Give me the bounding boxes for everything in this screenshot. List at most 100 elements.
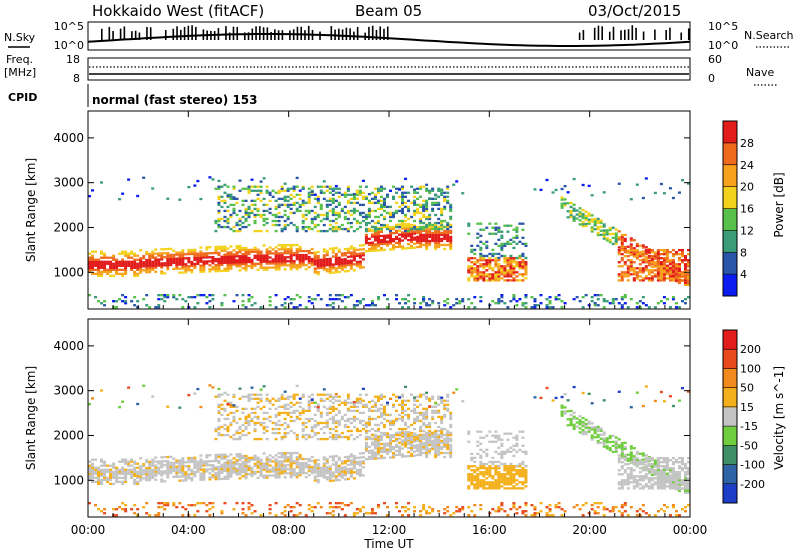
velocity-cell <box>416 420 419 422</box>
velocity-cell <box>479 481 482 483</box>
velocity-cell <box>470 475 473 477</box>
power-cell <box>669 277 672 279</box>
power-cell <box>359 263 362 265</box>
velocity-cell <box>419 414 422 416</box>
power-cell <box>311 191 314 193</box>
velocity-cell <box>434 436 437 438</box>
power-cell <box>467 306 470 308</box>
power-cell <box>97 271 100 273</box>
velocity-cell <box>226 430 229 432</box>
velocity-cell <box>305 438 308 440</box>
power-cell <box>521 259 524 261</box>
power-cell <box>573 210 576 212</box>
velocity-cell <box>112 471 115 473</box>
power-cell <box>214 266 217 268</box>
power-cell <box>199 269 202 271</box>
velocity-cell <box>347 438 350 440</box>
power-cell <box>266 186 269 188</box>
power-cell <box>242 257 245 259</box>
power-cell <box>374 230 377 232</box>
velocity-cell <box>281 456 284 458</box>
power-cell <box>371 233 374 235</box>
power-cell <box>588 221 591 223</box>
power-cell <box>374 239 377 241</box>
power-cell <box>582 184 585 186</box>
power-cell <box>422 240 425 242</box>
power-cell <box>226 226 229 228</box>
power-cell <box>500 267 503 269</box>
power-cell <box>242 263 245 265</box>
velocity-cell <box>91 397 94 399</box>
power-cell <box>503 269 506 271</box>
velocity-cell <box>374 512 377 514</box>
power-cell <box>422 216 425 218</box>
velocity-cell <box>362 474 365 476</box>
velocity-cell <box>190 473 193 475</box>
power-cell <box>518 267 521 269</box>
velocity-cell <box>248 398 251 400</box>
velocity-cell <box>254 430 257 432</box>
power-cell <box>314 271 317 273</box>
velocity-cell <box>476 475 479 477</box>
velocity-cell <box>251 471 254 473</box>
velocity-cell <box>485 473 488 475</box>
freq-nave-panel: Freq. [MHz] 18 8 60 0 Nave <box>4 53 778 85</box>
velocity-cell <box>284 458 287 460</box>
power-cell <box>103 269 106 271</box>
power-cell <box>449 306 452 308</box>
power-cell <box>248 251 251 253</box>
velocity-cell <box>175 459 178 461</box>
velocity-cell <box>368 450 371 452</box>
power-cell <box>269 296 272 298</box>
power-cell <box>308 226 311 228</box>
velocity-cell <box>428 424 431 426</box>
velocity-cell <box>290 456 293 458</box>
power-cell <box>404 192 407 194</box>
power-cell <box>103 265 106 267</box>
velocity-cell <box>217 420 220 422</box>
power-cell <box>166 264 169 266</box>
velocity-cell <box>284 452 287 454</box>
power-cell <box>458 300 461 302</box>
velocity-cell <box>473 483 476 485</box>
power-cell <box>684 284 687 286</box>
velocity-cell <box>229 469 232 471</box>
velocity-cell <box>347 410 350 412</box>
power-cell <box>642 277 645 279</box>
power-cell <box>615 298 618 300</box>
velocity-cell <box>326 470 329 472</box>
power-cell <box>275 268 278 270</box>
power-cell <box>518 279 521 281</box>
velocity-cell <box>296 438 299 440</box>
velocity-cell <box>287 424 290 426</box>
nsearch-tick-top: 10^5 <box>708 20 738 33</box>
power-cell <box>154 248 157 250</box>
velocity-cell <box>407 433 410 435</box>
power-cell <box>395 298 398 300</box>
power-cell <box>341 194 344 196</box>
velocity-cell <box>317 475 320 477</box>
velocity-cell <box>302 395 305 397</box>
velocity-cell <box>151 473 154 475</box>
velocity-cell <box>151 475 154 477</box>
power-cell <box>524 296 527 298</box>
velocity-cell <box>133 481 136 483</box>
power-cell <box>675 279 678 281</box>
velocity-cell <box>293 412 296 414</box>
power-cell <box>404 237 407 239</box>
power-cell <box>338 265 341 267</box>
velocity-cell <box>335 471 338 473</box>
velocity-cell <box>422 424 425 426</box>
power-cell <box>335 212 338 214</box>
velocity-cell <box>217 470 220 472</box>
power-cell <box>151 261 154 263</box>
power-cell <box>290 198 293 200</box>
velocity-cell <box>226 474 229 476</box>
velocity-cell <box>377 445 380 447</box>
velocity-cell <box>245 477 248 479</box>
velocity-cell <box>386 402 389 404</box>
power-cell <box>299 246 302 248</box>
power-cell <box>235 265 238 267</box>
power-cell <box>669 306 672 308</box>
power-cell <box>124 302 127 304</box>
